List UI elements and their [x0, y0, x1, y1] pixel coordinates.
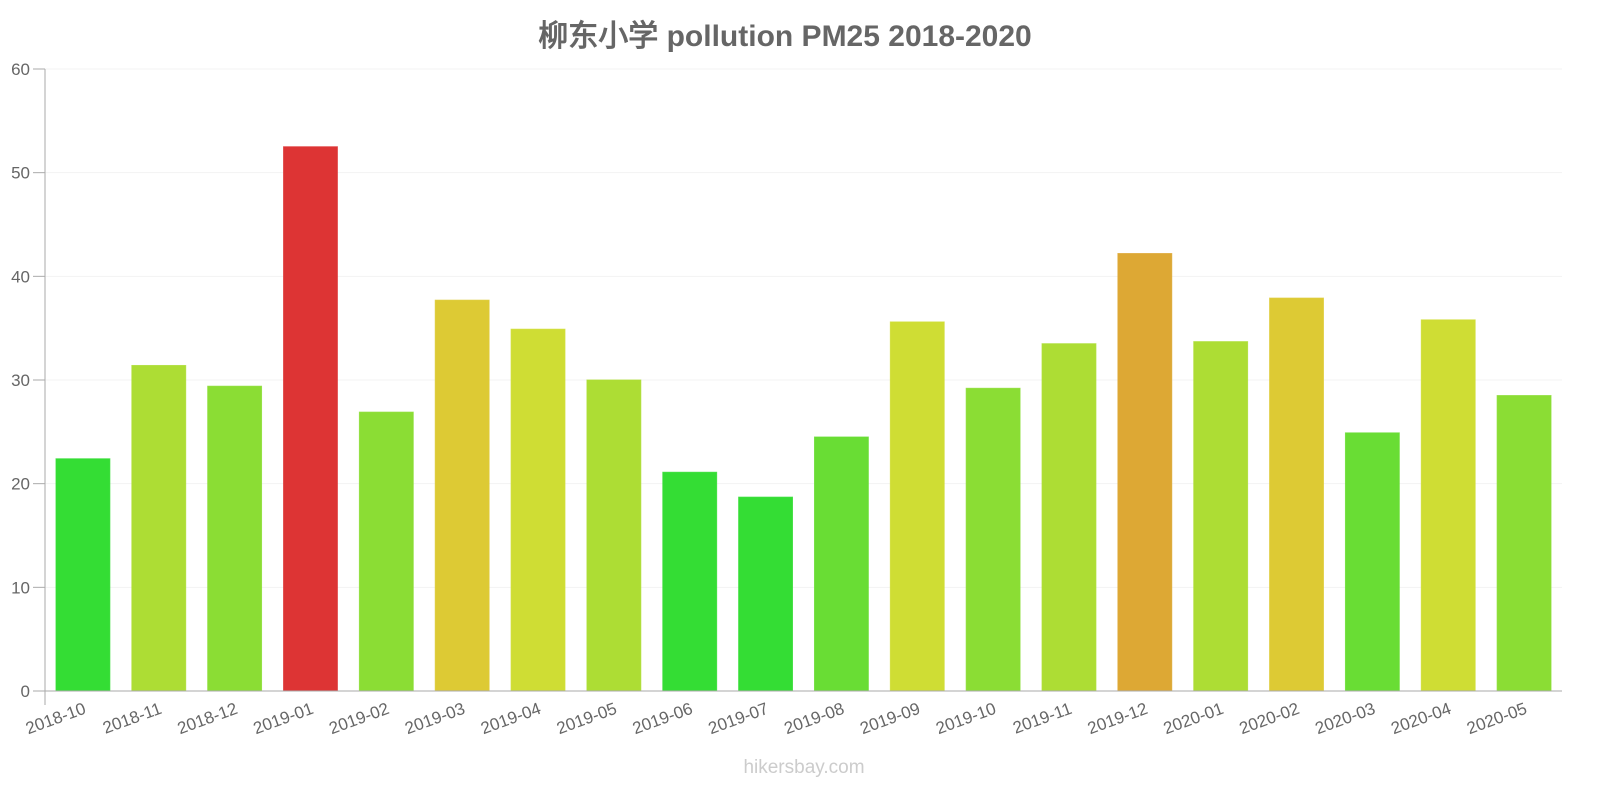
bar	[813, 436, 869, 692]
y-tick-label: 60	[11, 60, 30, 79]
watermark: hikersbay.com	[743, 757, 864, 778]
x-tick-label: 2019-06	[630, 699, 695, 738]
y-tick-label: 10	[11, 578, 30, 597]
x-tick-label: 2019-08	[782, 699, 847, 738]
chart-title: 柳东小学 pollution PM25 2018-2020	[538, 19, 1031, 53]
bar	[55, 458, 111, 692]
bar	[1344, 432, 1400, 692]
bar	[1420, 319, 1476, 692]
bar	[510, 328, 566, 692]
bar	[283, 146, 338, 692]
bar	[434, 299, 490, 692]
bar	[662, 471, 718, 692]
y-tick-label: 20	[11, 475, 30, 494]
y-tick-label: 0	[21, 682, 30, 701]
bar	[131, 364, 187, 692]
bar	[358, 411, 414, 692]
x-tick-label: 2020-05	[1464, 699, 1529, 738]
bar	[207, 385, 263, 692]
x-tick-label: 2019-09	[858, 699, 923, 738]
x-tick-label: 2019-11	[1010, 699, 1074, 738]
y-tick-label: 30	[11, 371, 30, 390]
bar	[1041, 343, 1097, 692]
x-tick-label: 2020-03	[1313, 699, 1378, 738]
x-tick-label: 2020-01	[1161, 699, 1226, 738]
x-tick-label: 2018-11	[100, 699, 164, 738]
x-tick-label: 2019-12	[1085, 699, 1150, 738]
x-tick-label: 2018-12	[175, 699, 240, 738]
bar	[1117, 253, 1173, 692]
y-tick-label: 40	[11, 267, 30, 286]
x-tick-label: 2019-02	[327, 699, 392, 738]
bar	[1269, 297, 1324, 692]
x-tick-label: 2018-10	[23, 699, 88, 738]
bar	[1496, 395, 1552, 692]
x-tick-label: 2019-01	[251, 699, 316, 738]
bar	[1193, 341, 1249, 692]
bar	[965, 387, 1021, 692]
y-tick-label: 50	[11, 164, 30, 183]
x-tick-label: 2020-04	[1388, 699, 1453, 738]
x-tick-label: 2019-04	[478, 699, 543, 738]
x-tick-label: 2020-02	[1237, 699, 1302, 738]
bar	[586, 379, 642, 692]
x-tick-label: 2019-07	[706, 699, 771, 738]
bar	[738, 496, 794, 692]
bar	[889, 321, 945, 692]
x-tick-label: 2019-10	[933, 699, 998, 738]
x-tick-label: 2019-03	[402, 699, 467, 738]
x-tick-label: 2019-05	[554, 699, 619, 738]
